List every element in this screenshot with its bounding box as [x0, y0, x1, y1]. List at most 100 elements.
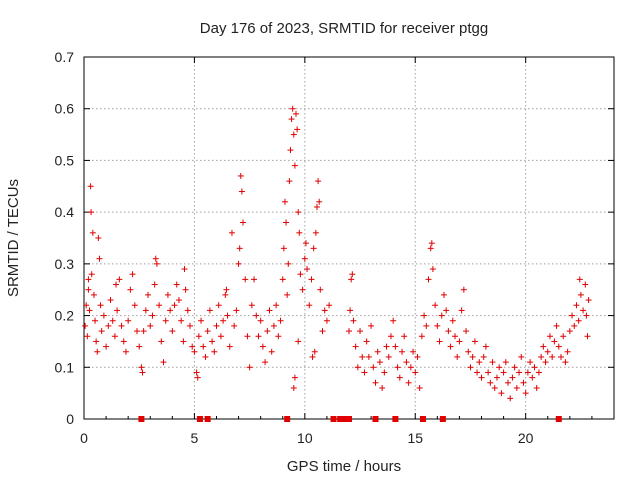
data-point: [476, 359, 483, 366]
data-point: [304, 266, 311, 273]
data-point: [316, 198, 323, 205]
data-point: [193, 369, 200, 376]
data-point: [347, 307, 354, 314]
data-point: [125, 317, 132, 324]
data-point: [452, 333, 458, 340]
data-point: [487, 379, 494, 386]
zero-point: [138, 416, 145, 422]
data-point: [195, 333, 202, 340]
zero-point: [204, 416, 211, 422]
data-point: [297, 271, 304, 278]
data-point: [438, 312, 445, 319]
data-point: [116, 276, 123, 283]
data-point: [290, 384, 297, 391]
data-point: [359, 353, 366, 360]
data-point: [491, 384, 498, 391]
data-point: [407, 364, 414, 371]
data-point: [527, 359, 534, 366]
data-point: [162, 317, 169, 324]
data-point: [399, 348, 405, 355]
data-point: [511, 364, 518, 371]
data-point: [576, 276, 583, 283]
data-point: [416, 384, 423, 391]
data-point: [465, 348, 472, 355]
data-point: [423, 322, 430, 329]
data-point: [127, 286, 134, 293]
data-point: [427, 245, 434, 252]
x-tick-label: 0: [80, 430, 88, 446]
zero-point: [284, 416, 291, 422]
data-point: [585, 297, 592, 304]
data-point: [315, 178, 322, 185]
data-point: [103, 343, 110, 350]
data-point: [544, 348, 551, 355]
data-point: [577, 291, 584, 298]
data-point: [257, 317, 264, 324]
data-point: [363, 338, 370, 345]
data-point: [268, 348, 275, 355]
data-point: [489, 359, 496, 366]
data-point: [120, 338, 127, 345]
data-point: [352, 343, 359, 350]
data-point: [301, 255, 308, 262]
data-point: [288, 116, 295, 123]
data-point: [113, 281, 120, 288]
data-point: [531, 364, 538, 371]
data-point: [231, 322, 238, 329]
data-point: [151, 281, 158, 288]
zero-point: [346, 416, 352, 422]
zero-point: [330, 416, 337, 422]
data-point: [235, 260, 242, 267]
data-point: [175, 297, 182, 304]
data-point: [164, 291, 171, 298]
data-point: [152, 255, 159, 262]
data-point: [311, 348, 318, 355]
data-point: [198, 317, 205, 324]
data-point: [251, 276, 258, 283]
data-point: [309, 353, 316, 360]
data-point: [555, 343, 562, 350]
data-point: [412, 369, 419, 376]
data-point: [291, 162, 298, 169]
data-point: [293, 110, 299, 117]
data-point: [206, 307, 213, 314]
data-point: [180, 338, 187, 345]
zero-point: [372, 416, 379, 422]
data-point: [454, 353, 461, 360]
data-point: [228, 229, 235, 236]
data-point: [533, 384, 540, 391]
data-point: [573, 302, 580, 309]
data-point: [387, 333, 394, 340]
data-point: [283, 219, 290, 226]
data-point: [286, 178, 293, 185]
data-point: [323, 317, 330, 324]
data-point: [259, 343, 266, 350]
data-point: [474, 369, 481, 376]
data-point: [425, 276, 432, 283]
data-point: [392, 343, 399, 350]
data-point: [100, 312, 107, 319]
data-point: [432, 302, 439, 309]
data-point: [414, 353, 421, 360]
x-tick-label: 20: [518, 430, 534, 446]
zero-point: [337, 416, 344, 422]
data-point: [160, 359, 167, 366]
data-point: [294, 126, 301, 133]
data-point: [566, 328, 573, 335]
data-point: [114, 307, 121, 314]
data-point: [471, 338, 478, 345]
data-point: [584, 333, 591, 340]
data-point: [372, 379, 379, 386]
data-point: [538, 353, 545, 360]
data-point: [296, 229, 303, 236]
data-point: [564, 348, 571, 355]
data-point: [485, 369, 492, 376]
data-point: [213, 322, 220, 329]
data-point: [90, 291, 97, 298]
data-point: [295, 209, 302, 216]
zero-point: [342, 416, 349, 422]
data-point: [237, 172, 244, 179]
data-point: [381, 369, 388, 376]
data-point: [518, 353, 525, 360]
data-point: [368, 322, 375, 329]
